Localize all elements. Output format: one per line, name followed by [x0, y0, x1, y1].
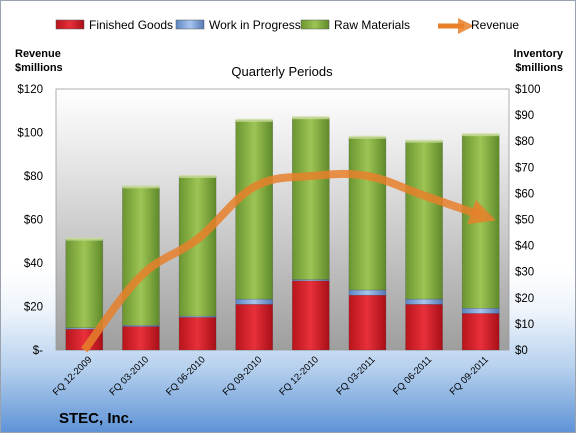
- bar-finished-goods-fq-03-2010: [122, 326, 160, 351]
- left-axis-title-line1: Revenue: [15, 48, 61, 60]
- right-axis-title-line2: $millions: [515, 62, 563, 74]
- bar-raw-materials-fq-12-2009: [65, 238, 104, 329]
- bar-finished-goods-fq-09-2010: [235, 304, 273, 351]
- right-tick-label: $50: [515, 215, 534, 227]
- revenue-line: [81, 169, 496, 353]
- left-tick-label: $60: [24, 215, 43, 227]
- x-tick-label-fq-09-2010: FQ 09-2010: [221, 354, 265, 398]
- legend-swatch-finished-goods: [55, 19, 85, 30]
- legend-label-work-in-progress: Work in Progress: [209, 18, 301, 32]
- right-tick-label: $40: [515, 241, 534, 253]
- bar-raw-materials-fq-06-2011: [405, 140, 443, 300]
- legend-swatch-work-in-progress: [175, 19, 205, 30]
- bar-top-highlight-fq-09-2011: [462, 133, 500, 137]
- legend: Finished Goods Work in Progress Raw Materi…: [55, 17, 519, 34]
- bar-raw-materials-fq-12-2010: [292, 117, 330, 280]
- legend-label-finished-goods: Finished Goods: [89, 18, 173, 32]
- right-tick-label: $80: [515, 136, 534, 148]
- x-tick-label-fq-12-2009: FQ 12-2009: [51, 354, 95, 398]
- left-tick-label: $80: [24, 171, 43, 183]
- left-tick-label: $20: [24, 302, 43, 314]
- right-tick-label: $0: [515, 345, 528, 357]
- legend-swatch-raw-materials: [300, 19, 330, 30]
- revenue-line-group: [81, 169, 496, 353]
- company-name: STEC, Inc.: [59, 410, 133, 427]
- legend-label-revenue: Revenue: [471, 18, 519, 32]
- bar-raw-materials-fq-09-2011: [461, 134, 500, 309]
- bar-work-in-progress-fq-09-2010: [235, 298, 273, 305]
- bar-finished-goods-fq-06-2011: [405, 304, 443, 351]
- bar-top-highlight-fq-06-2010: [179, 174, 217, 178]
- legend-label-raw-materials: Raw Materials: [334, 18, 410, 32]
- left-tick-label: $40: [24, 258, 43, 270]
- x-tick-label-fq-03-2011: FQ 03-2011: [334, 354, 377, 397]
- bar-work-in-progress-fq-09-2011: [461, 307, 500, 314]
- bar-finished-goods-fq-03-2011: [348, 294, 387, 351]
- x-tick-label-fq-06-2011: FQ 06-2011: [391, 354, 434, 397]
- bar-top-highlight-fq-12-2009: [65, 237, 103, 241]
- right-tick-label: $20: [515, 293, 534, 305]
- bar-work-in-progress-fq-06-2011: [405, 298, 443, 305]
- chart-title: Quarterly Periods: [231, 64, 333, 79]
- bar-top-highlight-fq-09-2010: [235, 118, 273, 122]
- left-tick-label: $100: [17, 128, 43, 140]
- bar-top-highlight-fq-12-2010: [292, 116, 330, 120]
- bar-top-highlight-fq-06-2011: [405, 139, 443, 143]
- left-tick-label: $120: [17, 84, 43, 96]
- x-tick-label-fq-03-2010: FQ 03-2010: [107, 354, 151, 398]
- x-axis-ticks: FQ 12-2009 FQ 03-2010 FQ 06-2010 FQ 09-2010…: [51, 354, 491, 398]
- right-axis-ticks: $0 $10 $20 $30 $40 $50 $60 $70 $80 $90 $100: [515, 84, 541, 357]
- x-tick-label-fq-06-2010: FQ 06-2010: [164, 354, 208, 398]
- right-tick-label: $10: [515, 319, 534, 331]
- bar-raw-materials-fq-09-2010: [235, 120, 273, 300]
- left-tick-label: $-: [33, 345, 43, 357]
- x-tick-label-fq-12-2010: FQ 12-2010: [277, 354, 321, 398]
- right-tick-label: $70: [515, 162, 534, 174]
- right-tick-label: $100: [515, 84, 541, 96]
- bar-finished-goods-fq-06-2010: [178, 317, 217, 351]
- x-tick-label-fq-09-2011: FQ 09-2011: [448, 354, 491, 397]
- bar-finished-goods-fq-12-2010: [292, 280, 330, 351]
- left-axis-title-line2: $millions: [15, 62, 63, 74]
- bar-top-highlight-fq-03-2010: [122, 185, 160, 189]
- bar-raw-materials-fq-03-2010: [122, 186, 160, 326]
- bar-work-in-progress-fq-03-2011: [348, 289, 387, 296]
- left-axis-ticks: $- $20 $40 $60 $80 $100 $120: [17, 84, 43, 357]
- bar-top-highlight-fq-03-2011: [348, 135, 386, 139]
- right-tick-label: $60: [515, 188, 534, 200]
- right-axis-title-line1: Inventory: [513, 48, 563, 60]
- right-tick-label: $90: [515, 110, 534, 122]
- right-tick-label: $30: [515, 267, 534, 279]
- bar-finished-goods-fq-09-2011: [461, 313, 500, 351]
- bar-raw-materials-fq-03-2011: [348, 137, 387, 291]
